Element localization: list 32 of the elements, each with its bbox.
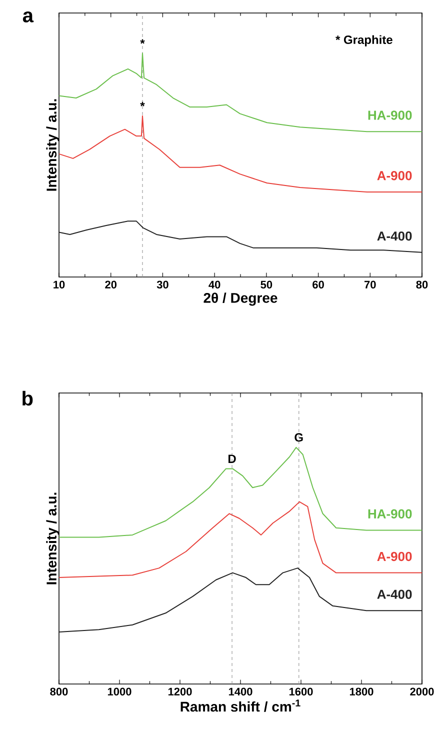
x-tick-label: 30 — [156, 280, 168, 289]
x-tick-label: 1400 — [228, 688, 252, 696]
x-tick-label: 2000 — [410, 688, 434, 696]
x-tick-label: 800 — [50, 688, 68, 696]
x-tick-label: 60 — [312, 280, 324, 289]
x-axis-title: 2θ / Degree — [204, 292, 278, 306]
series-label: A-400 — [377, 590, 412, 599]
x-tick-label: 1200 — [168, 688, 192, 696]
annotation: * — [140, 102, 145, 106]
annotation: D — [228, 454, 236, 463]
x-tick-label: 1000 — [108, 688, 132, 696]
series-label: A-900 — [377, 171, 412, 180]
x-tick-label: 10 — [54, 280, 65, 289]
annotation: * — [140, 39, 145, 44]
y-axis-title: Intensity / a.u. — [46, 492, 60, 584]
text: b — [22, 390, 33, 406]
x-axis-title: Raman shift / cm$^{-1}$ — [180, 700, 300, 712]
series-label: HA-900 — [368, 110, 412, 120]
annotation: G — [294, 433, 303, 442]
series-label: A-400 — [377, 231, 412, 241]
x-tick-label: 40 — [208, 280, 220, 289]
text: a — [22, 11, 34, 22]
x-tick-label: 1800 — [350, 688, 374, 696]
x-tick-label: 50 — [260, 280, 272, 289]
x-tick-label: 20 — [105, 280, 117, 289]
x-tick-label: 70 — [364, 280, 376, 289]
text: * Graphite — [336, 35, 392, 46]
x-tick-label: 1600 — [289, 688, 313, 696]
series-label: A-900 — [377, 552, 412, 562]
series-label: HA-900 — [368, 509, 412, 518]
y-axis-title: Intensity / a.u. — [46, 99, 60, 191]
x-tick-label: 80 — [416, 280, 428, 289]
